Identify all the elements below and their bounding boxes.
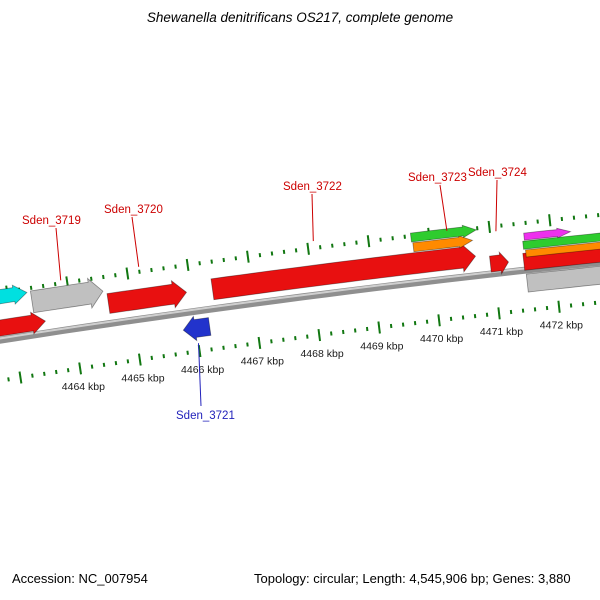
ruler-tick-minor-lower	[246, 342, 249, 347]
ruler-tick-minor-lower	[54, 369, 58, 375]
gene-label-leader-Sden_3720	[131, 216, 140, 267]
gene-arrow-green-b[interactable]	[522, 230, 600, 250]
ruler-label: 4468 kbp	[300, 348, 343, 360]
gene-arrow-gray-b[interactable]	[525, 263, 600, 293]
gene-arrow-orange-a[interactable]	[412, 235, 474, 253]
gene-label-Sden_3720[interactable]: Sden_3720	[104, 204, 163, 216]
ruler-tick-major-lower	[317, 328, 322, 342]
page-title: Shewanella denitrificans OS217, complete…	[146, 10, 454, 25]
ruler-tick-minor-lower	[162, 354, 166, 359]
ruler-tick-major-lower	[137, 353, 142, 366]
ruler-tick-minor-upper	[114, 273, 117, 278]
gene-label-leader-Sden_3721	[198, 343, 202, 407]
ruler-tick-minor-lower	[234, 344, 237, 349]
ruler-tick-major-lower	[377, 321, 381, 334]
gene-arrow-orange-b[interactable]	[525, 239, 600, 258]
ruler-tick-minor-upper	[77, 278, 81, 283]
ruler-tick-major-upper	[366, 235, 371, 248]
ruler-tick-minor-lower	[150, 355, 154, 360]
ruler-tick-minor-lower	[174, 352, 177, 357]
ruler-tick-major-upper	[548, 214, 552, 227]
ruler-tick-major-upper	[125, 267, 130, 280]
ruler-tick-major-lower	[257, 336, 262, 350]
gene-label-leader-Sden_3722	[311, 193, 314, 242]
gene-label-leader-Sden_3724	[495, 179, 498, 232]
ruler-label: 4471 kbp	[480, 326, 523, 338]
gene-label-Sden_3721[interactable]: Sden_3721	[176, 410, 235, 422]
ruler-tick-major-lower	[437, 314, 441, 327]
ruler-tick-minor-upper	[234, 256, 238, 261]
ruler-tick-major-lower	[78, 362, 83, 375]
gene-label-Sden_3724[interactable]: Sden_3724	[468, 167, 527, 179]
ruler-tick-major-upper	[487, 220, 491, 233]
ruler-tick-minor-upper	[29, 285, 33, 290]
ruler-tick-minor-lower	[222, 345, 225, 350]
gene-arrow-Sden_3720[interactable]	[106, 279, 188, 314]
ruler-tick-minor-upper	[138, 269, 141, 274]
ruler-tick-minor-lower	[186, 350, 189, 355]
ruler-label: 4466 kbp	[181, 364, 224, 376]
genome-stats-text: Topology: circular; Length: 4,545,906 bp…	[254, 571, 571, 586]
ruler-label: 4470 kbp	[420, 333, 463, 345]
ruler-tick-minor-upper	[102, 274, 105, 280]
ruler-tick-minor-lower	[31, 373, 34, 378]
gene-arrow-Sden_3719[interactable]	[29, 277, 104, 314]
ruler-tick-major-lower	[497, 307, 501, 320]
ruler-tick-major-lower	[557, 300, 561, 313]
ruler-tick-major-upper	[306, 242, 310, 255]
ruler-tick-minor-lower	[330, 331, 333, 336]
gene-arrow-magenta-a[interactable]	[523, 227, 572, 241]
ruler-label: 4472 kbp	[540, 320, 583, 332]
ruler-label: 4467 kbp	[241, 356, 284, 368]
ruler-tick-minor-lower	[270, 339, 273, 344]
ruler-tick-minor-upper	[270, 251, 274, 256]
ruler-tick-minor-lower	[341, 329, 345, 335]
gene-arrow-Sden_3723[interactable]	[409, 224, 478, 243]
gene-arrow-Sden_3724[interactable]	[489, 250, 509, 275]
ruler-tick-minor-upper	[150, 267, 153, 273]
ruler-tick-minor-lower	[210, 347, 213, 352]
ruler-tick-minor-lower	[7, 377, 10, 382]
ruler-tick-minor-upper	[174, 264, 177, 269]
ruler-label: 4464 kbp	[62, 381, 105, 393]
ruler-tick-minor-upper	[210, 259, 213, 264]
gene-label-Sden_3722[interactable]: Sden_3722	[283, 181, 342, 193]
accession-text: Accession: NC_007954	[12, 571, 148, 586]
ruler-tick-minor-upper	[318, 245, 322, 250]
gene-label-Sden_3719[interactable]: Sden_3719	[22, 215, 81, 227]
ruler-tick-minor-lower	[294, 336, 297, 341]
ruler-tick-major-upper	[246, 250, 250, 263]
gene-arrow-cyan-a[interactable]	[0, 284, 28, 309]
gene-label-leader-Sden_3723	[439, 184, 448, 231]
ruler-tick-minor-lower	[114, 360, 118, 366]
ruler-tick-minor-upper	[41, 283, 45, 289]
gene-arrow-Sden_3721[interactable]	[182, 315, 212, 342]
ruler-tick-minor-upper	[282, 249, 286, 255]
ruler-tick-minor-upper	[258, 252, 262, 258]
ruler-tick-minor-lower	[282, 337, 285, 342]
ruler-tick-minor-upper	[331, 243, 334, 248]
gene-arrow-Sden_3722[interactable]	[210, 242, 477, 301]
ruler-tick-minor-lower	[126, 359, 130, 364]
ruler-tick-major-lower	[18, 371, 23, 384]
ruler-tick-minor-upper	[198, 261, 201, 266]
ruler-tick-minor-lower	[66, 368, 70, 373]
gene-label-Sden_3723[interactable]: Sden_3723	[408, 172, 467, 184]
ruler-tick-minor-upper	[294, 248, 298, 253]
ruler-tick-minor-lower	[102, 362, 106, 367]
gene-arrow-red-a[interactable]	[0, 311, 47, 340]
gene-label-leader-Sden_3719	[55, 227, 62, 281]
ruler-tick-minor-upper	[162, 266, 165, 271]
ruler-label: 4465 kbp	[121, 372, 164, 384]
ruler-label: 4469 kbp	[360, 340, 403, 352]
ruler-tick-minor-upper	[222, 257, 226, 263]
ruler-tick-minor-upper	[89, 276, 93, 281]
ruler-tick-minor-lower	[306, 334, 309, 339]
ruler-tick-major-upper	[185, 258, 190, 272]
ruler-tick-minor-lower	[90, 364, 94, 369]
ruler-tick-minor-upper	[53, 282, 57, 287]
ruler-tick-minor-lower	[43, 371, 46, 376]
